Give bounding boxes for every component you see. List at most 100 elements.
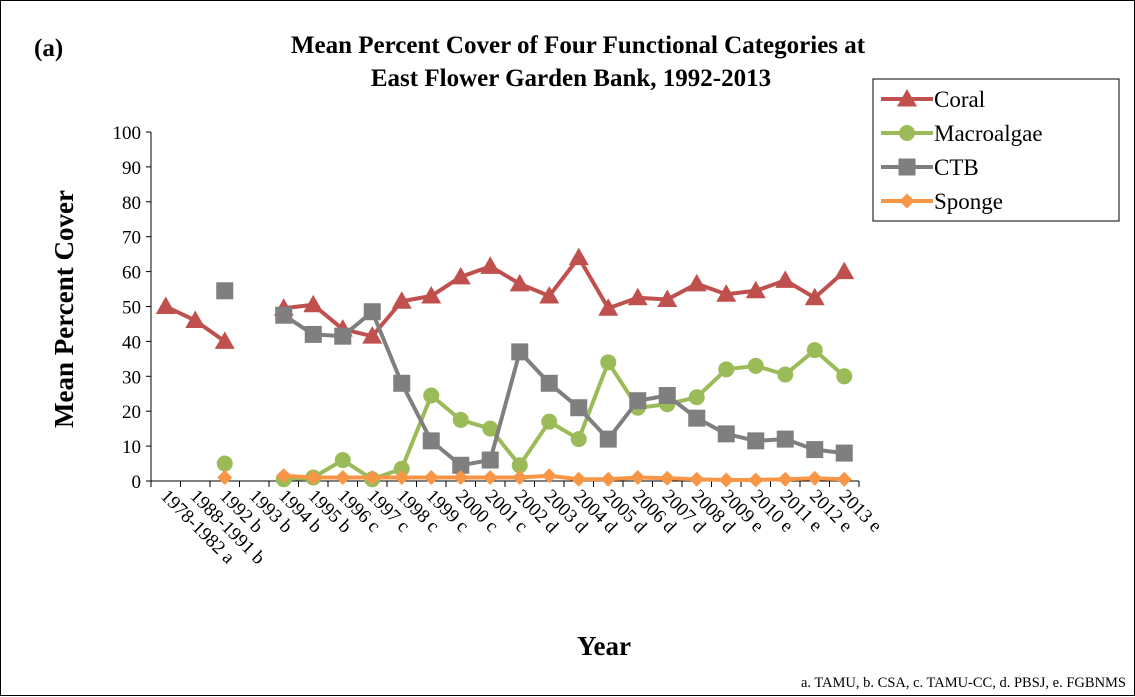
data-point-sponge [276, 468, 292, 484]
data-point-sponge [364, 470, 380, 486]
data-point-sponge [335, 470, 351, 486]
data-point-ctb [511, 343, 529, 361]
data-point-coral [598, 298, 619, 316]
y-tick-label: 0 [132, 472, 142, 493]
y-tick-label: 90 [122, 158, 141, 179]
y-tick-label: 60 [122, 263, 141, 284]
data-point-ctb [363, 303, 381, 321]
data-point-macroalgae [806, 342, 823, 359]
data-point-coral [509, 273, 530, 292]
data-point-macroalgae [393, 460, 410, 477]
data-point-coral [539, 286, 560, 304]
data-point-ctb [806, 441, 824, 459]
data-point-coral [185, 310, 206, 328]
data-point-sponge [689, 471, 705, 487]
chart-title-line-2: East Flower Garden Bank, 1992-2013 [371, 65, 771, 92]
data-point-coral [716, 284, 737, 302]
legend-marker-sponge [899, 193, 915, 209]
y-axis-label: Mean Percent Cover [49, 190, 79, 428]
data-point-ctb [452, 456, 470, 474]
data-point-coral [627, 287, 648, 306]
data-point-sponge [748, 472, 764, 488]
data-point-coral [657, 289, 678, 308]
data-point-macroalgae [541, 413, 558, 430]
data-point-macroalgae [836, 368, 853, 385]
y-tick-label: 100 [113, 123, 142, 144]
data-point-coral [775, 270, 796, 288]
data-point-coral [568, 247, 589, 266]
y-tick-label: 20 [122, 402, 141, 423]
data-point-sponge [777, 471, 793, 487]
data-point-ctb [629, 392, 647, 410]
data-point-ctb [658, 386, 676, 404]
data-point-coral [214, 331, 235, 349]
data-point-coral [804, 287, 825, 306]
data-point-sponge [394, 470, 410, 486]
legend-label-coral: Coral [934, 87, 985, 112]
y-tick-label: 50 [122, 298, 141, 319]
data-point-coral [362, 326, 383, 344]
data-point-sponge [718, 472, 734, 488]
data-point-ctb [481, 451, 499, 469]
data-point-coral [421, 286, 442, 304]
data-point-ctb [747, 432, 765, 450]
data-point-sponge [541, 468, 557, 484]
data-point-ctb [776, 430, 794, 448]
data-point-macroalgae [334, 452, 351, 469]
legend-marker-ctb [898, 158, 916, 176]
data-point-sponge [807, 470, 823, 486]
series-sponge [217, 468, 852, 488]
legend-label-ctb: CTB [934, 155, 979, 180]
data-point-macroalgae [216, 455, 233, 472]
data-point-macroalgae [511, 457, 528, 474]
data-point-macroalgae [570, 431, 587, 448]
y-tick-label: 80 [122, 193, 141, 214]
legend: Coral Macroalgae CTB Sponge [872, 78, 1120, 222]
data-point-sponge [571, 471, 587, 487]
data-point-coral [834, 261, 855, 280]
data-point-macroalgae [600, 354, 617, 371]
data-point-ctb [334, 327, 352, 345]
data-point-sponge [630, 470, 646, 486]
data-point-sponge [482, 470, 498, 486]
y-tick-label: 70 [122, 228, 141, 249]
data-point-macroalgae [688, 389, 705, 406]
data-point-coral [450, 266, 471, 285]
data-point-ctb [275, 306, 293, 324]
legend-marker-macroalgae [899, 125, 915, 141]
y-tick-label: 30 [122, 367, 141, 388]
data-point-ctb [540, 374, 558, 392]
legend-label-sponge: Sponge [934, 189, 1003, 214]
data-point-ctb [570, 399, 588, 417]
data-point-macroalgae [452, 411, 469, 428]
data-point-ctb [393, 374, 411, 392]
data-point-ctb [599, 430, 617, 448]
data-point-macroalgae [482, 420, 499, 437]
y-tick-label: 10 [122, 437, 141, 458]
data-point-sponge [423, 470, 439, 486]
panel-label: (a) [34, 35, 63, 62]
y-tick-label: 40 [122, 332, 141, 353]
data-point-sponge [217, 470, 233, 486]
data-point-coral [303, 294, 324, 313]
legend-marker-coral [897, 89, 917, 107]
data-point-ctb [688, 409, 706, 427]
data-point-coral [155, 296, 176, 314]
data-point-macroalgae [718, 361, 735, 378]
data-point-macroalgae [423, 387, 440, 404]
data-point-sponge [836, 471, 852, 487]
data-point-macroalgae [747, 357, 764, 374]
data-point-ctb [304, 325, 322, 343]
series-layer [155, 247, 855, 488]
data-point-macroalgae [777, 366, 794, 383]
source-footnote: a. TAMU, b. CSA, c. TAMU-CC, d. PBSJ, e.… [801, 675, 1126, 691]
data-point-coral [391, 291, 412, 309]
chart-title-line-1: Mean Percent Cover of Four Functional Ca… [291, 32, 866, 59]
data-point-ctb [216, 282, 234, 300]
x-axis-label: Year [577, 631, 631, 661]
data-point-coral [745, 280, 766, 299]
data-point-sponge [453, 470, 469, 486]
series-coral [155, 247, 855, 349]
